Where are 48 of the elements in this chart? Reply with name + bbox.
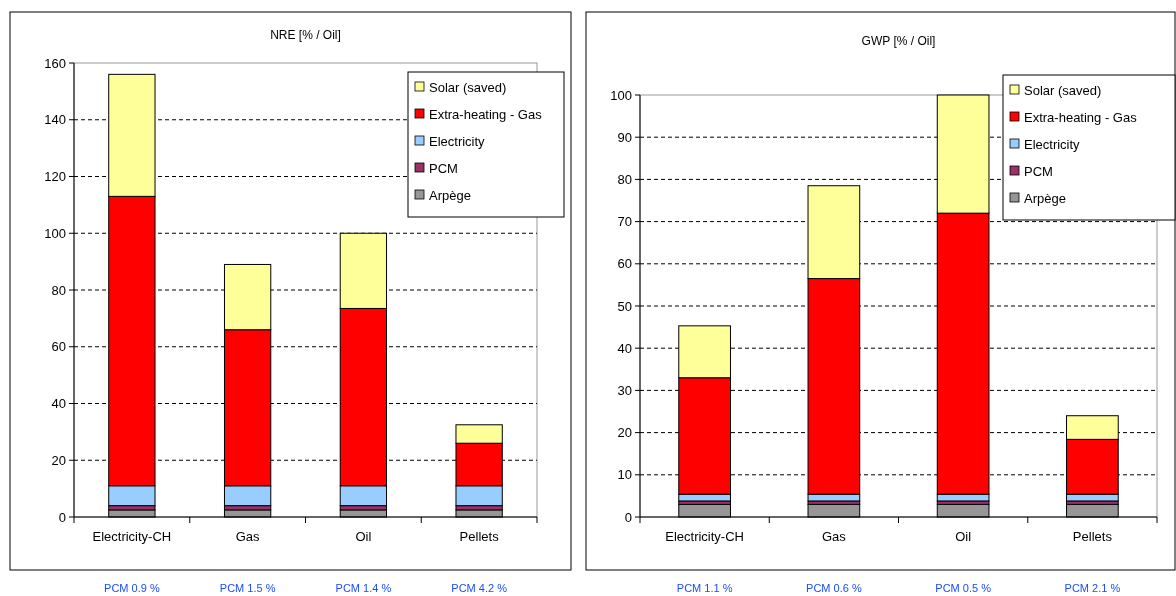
y-tick-label: 90	[617, 129, 632, 145]
legend-label: Solar (saved)	[1024, 82, 1102, 98]
text: PCM 4.2 %	[451, 582, 508, 594]
y-tick-label: 10	[617, 467, 632, 483]
text: PCM 2.1 %	[1064, 582, 1121, 594]
chart-title: GWP [% / Oil]	[861, 34, 936, 48]
x-tick-label: Gas	[821, 529, 847, 544]
legend-label: Extra-heating - Gas	[429, 106, 543, 122]
text: PCM 1.4 %	[335, 582, 392, 594]
legend-label: Electricity	[1024, 136, 1081, 152]
y-tick-label: 20	[51, 452, 66, 468]
legend-label: PCM	[429, 160, 458, 176]
y-tick-label: 30	[617, 382, 632, 398]
y-tick-label: 0	[58, 509, 66, 525]
text: PCM 0.6 %	[806, 582, 862, 594]
x-tick-label: Electricity-CH	[665, 529, 744, 544]
y-tick-label: 60	[617, 256, 632, 272]
y-tick-label: 40	[51, 396, 66, 412]
y-tick-label: 60	[51, 339, 66, 355]
legend-label: Arpège	[1024, 190, 1066, 206]
text: PCM 1.5 %	[219, 582, 276, 594]
x-tick-label: Oil	[955, 529, 972, 544]
y-tick-label: 50	[617, 298, 632, 314]
y-tick-label: 0	[624, 509, 632, 525]
legend-label: Arpège	[429, 187, 471, 203]
text: PCM 0.9 %	[104, 582, 160, 594]
x-tick-label: Electricity-CH	[92, 529, 172, 544]
y-tick-label: 120	[44, 169, 66, 185]
x-tick-label: Gas	[235, 529, 261, 544]
text: PCM 0.5 %	[935, 582, 992, 594]
x-tick-label: Oil	[355, 529, 372, 544]
y-tick-label: 40	[617, 340, 632, 356]
legend-label: Extra-heating - Gas	[1024, 109, 1138, 125]
y-tick-label: 100	[610, 87, 632, 103]
y-tick-label: 100	[44, 225, 66, 241]
legend-label: PCM	[1024, 163, 1053, 179]
x-tick-label: Pellets	[459, 529, 500, 544]
y-tick-label: 140	[44, 112, 66, 128]
chart-title: NRE [% / Oil]	[270, 28, 341, 42]
y-tick-label: 80	[617, 171, 632, 187]
y-tick-label: 80	[51, 282, 66, 298]
x-tick-label: Pellets	[1072, 529, 1113, 544]
legend-label: Solar (saved)	[429, 79, 507, 95]
legend-label: Electricity	[429, 133, 486, 149]
y-tick-label: 20	[617, 425, 632, 441]
y-tick-label: 70	[617, 214, 632, 230]
text: PCM 1.1 %	[676, 582, 733, 594]
y-tick-label: 160	[44, 55, 66, 71]
